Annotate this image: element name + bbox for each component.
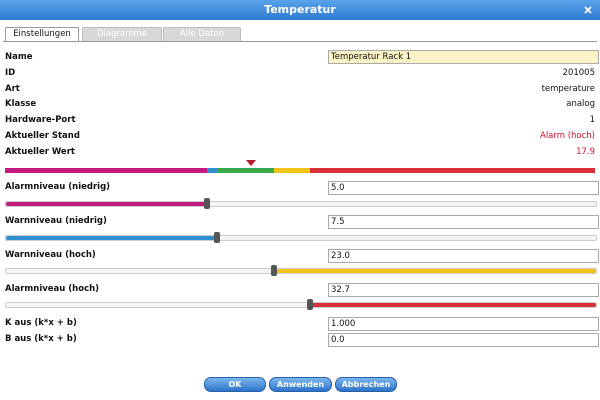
level-input[interactable]: 23.0 [328,249,599,263]
tab[interactable]: Alle Daten [163,27,241,41]
level-input[interactable]: 32.7 [328,283,599,297]
slider-fill [311,303,596,307]
field-label: Aktueller Wert [5,147,75,157]
slider-fill [6,202,208,206]
slider-track[interactable] [5,201,597,207]
slider-knob[interactable] [271,265,277,276]
close-button[interactable] [583,5,593,15]
field-label: Klasse [5,99,37,109]
slider-track[interactable] [5,268,597,274]
name-input[interactable]: Temperatur Rack 1 [328,50,599,64]
tab[interactable]: Diagramme [82,27,162,41]
field-label: Aktueller Stand [5,131,80,141]
slider-knob[interactable] [307,299,313,310]
field-label: K aus (k*x + b) [5,318,77,328]
field-label: Hardware-Port [5,115,76,125]
coefficient-input[interactable]: 1.000 [328,317,599,331]
current-marker [246,160,256,166]
slider-track[interactable] [5,302,597,308]
field-label: B aus (k*x + b) [5,334,77,344]
title-bar: Temperatur [0,0,600,20]
field-value: 17.9 [576,147,595,157]
field-label: Warnniveau (hoch) [5,250,96,260]
ok-button[interactable]: OK [204,377,266,392]
cancel-button[interactable]: Abbrechen [335,377,397,392]
level-input[interactable]: 5.0 [328,181,599,195]
apply-button[interactable]: Anwenden [269,377,332,392]
slider-track[interactable] [5,235,597,241]
range-segment [5,168,207,173]
range-bar [5,160,595,173]
field-label: Name [5,52,33,62]
range-segment [217,168,274,173]
field-label: Alarmniveau (hoch) [5,284,100,294]
tab-divider [3,41,597,42]
field-value: temperature [541,84,595,94]
field-label: Warnniveau (niedrig) [5,216,107,226]
field-value: Alarm (hoch) [540,131,595,141]
coefficient-input[interactable]: 0.0 [328,333,599,347]
range-segment [274,168,310,173]
field-label: Alarmniveau (niedrig) [5,182,111,192]
slider-fill [275,269,596,273]
field-value: analog [566,99,595,109]
field-value: 201005 [562,68,595,78]
window-title: Temperatur [264,3,336,16]
range-segment [310,168,595,173]
slider-knob[interactable] [204,198,210,209]
field-value: 1 [589,115,595,125]
range-segment [207,168,217,173]
field-label: Art [5,84,20,94]
slider-knob[interactable] [214,232,220,243]
slider-fill [6,236,218,240]
level-input[interactable]: 7.5 [328,215,599,229]
tab[interactable]: Einstellungen [5,27,79,41]
field-label: ID [5,68,16,78]
